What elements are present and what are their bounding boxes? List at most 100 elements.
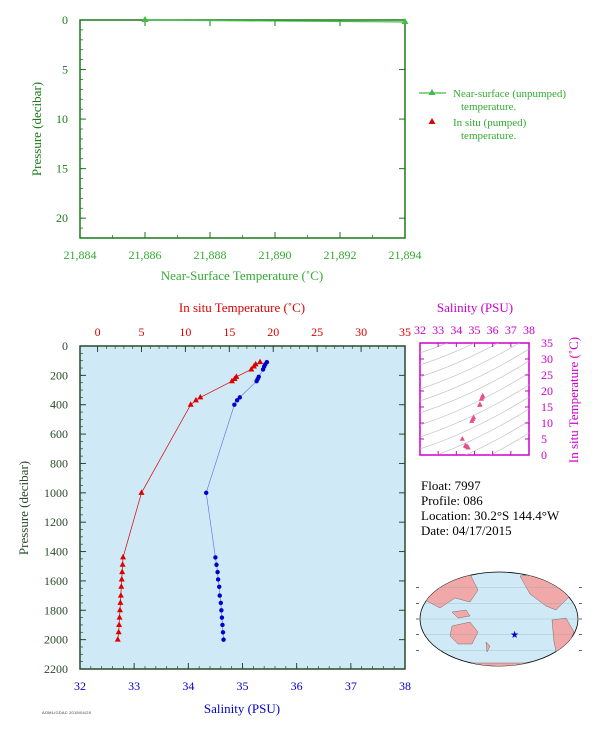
ts-y-tick-label: 20 xyxy=(541,384,553,398)
ts-plot-frame xyxy=(419,342,530,456)
density-contour xyxy=(420,343,449,354)
pressure-tick-label: 2000 xyxy=(44,633,68,647)
temperature-point xyxy=(120,553,127,560)
ts-point xyxy=(469,418,475,423)
ts-y-tick-label: 0 xyxy=(541,448,547,462)
profile-y-axis-label: Pressure (decibar) xyxy=(16,461,31,555)
temperature-point xyxy=(116,614,123,620)
pressure-tick-label: 200 xyxy=(50,368,68,382)
ts-x-tick-label: 34 xyxy=(450,323,462,337)
pressure-tick-label: 1000 xyxy=(44,486,68,500)
salinity-point xyxy=(254,379,259,384)
profile-panel: 0 5 10 15 20 25 30 35 32 33 34 35 36 37 38 0 200 400 600 80… xyxy=(16,300,411,716)
nearsurface-x-tick-label: 21,894 xyxy=(389,248,422,262)
density-contour xyxy=(420,372,529,426)
temperature-point xyxy=(116,606,123,613)
ts-point xyxy=(476,402,483,407)
salinity-point xyxy=(221,637,226,642)
nearsurface-y-tick-label: 15 xyxy=(56,162,68,176)
temperature-point xyxy=(115,628,122,635)
temperature-tick-label: 30 xyxy=(355,325,367,339)
temperature-tick-label: 25 xyxy=(311,325,323,339)
salinity-point xyxy=(260,367,266,372)
density-contour xyxy=(436,408,529,455)
pressure-tick-label: 600 xyxy=(50,427,68,441)
temperature-point xyxy=(119,568,126,575)
salinity-tick-label: 35 xyxy=(237,679,249,693)
nearsurface-x-tick-label: 21,886 xyxy=(129,248,162,262)
ts-x-axis-label: Salinity (PSU) xyxy=(437,300,513,315)
temperature-tick-label: 5 xyxy=(138,325,144,339)
nearsurface-y-axis-label: Pressure (decibar) xyxy=(29,82,44,176)
ts-y-axis-label: In situ Temperature (˚C) xyxy=(566,337,581,463)
temperature-point xyxy=(117,592,124,598)
salinity-point xyxy=(219,608,224,613)
temperature-point xyxy=(116,621,123,627)
pressure-tick-label: 1800 xyxy=(44,603,68,617)
salinity-point xyxy=(213,555,218,560)
ts-y-tick-label: 35 xyxy=(541,336,553,350)
salinity-tick-label: 36 xyxy=(291,679,303,693)
density-contour xyxy=(489,432,529,455)
float-id: Float: 7997 xyxy=(421,478,481,493)
pressure-tick-label: 1600 xyxy=(44,574,68,588)
float-location: Location: 30.2°S 144.4°W xyxy=(421,508,560,523)
temperature-tick-label: 35 xyxy=(399,325,411,339)
pressure-tick-label: 400 xyxy=(50,398,68,412)
footer-credit: AOML/GDAC 2015/04/20 xyxy=(42,710,92,715)
nearsurface-x-axis-label: Near-Surface Temperature (˚C) xyxy=(161,268,323,283)
float-location-marker: ★ xyxy=(510,630,519,641)
ts-y-tick-label: 25 xyxy=(541,368,553,382)
salinity-tick-label: 38 xyxy=(399,679,411,693)
temperature-point xyxy=(257,358,264,365)
nearsurface-y-tick-label: 5 xyxy=(62,63,68,77)
temperature-tick-label: 20 xyxy=(267,325,279,339)
pressure-tick-label: 800 xyxy=(50,456,68,470)
salinity-point xyxy=(234,398,240,403)
legend-pumped-line1: In situ (pumped) xyxy=(453,117,527,129)
salinity-point xyxy=(204,490,209,496)
pressure-tick-label: 1400 xyxy=(44,545,68,559)
salinity-tick-label: 33 xyxy=(128,679,140,693)
temperature-point xyxy=(118,583,125,589)
salinity-point xyxy=(217,584,222,589)
salinity-axis-label: Salinity (PSU) xyxy=(204,701,280,716)
temperature-point xyxy=(192,396,199,403)
nearsurface-y-tick-label: 10 xyxy=(56,112,68,126)
ts-y-tick-label: 15 xyxy=(541,400,553,414)
ts-y-tick-label: 10 xyxy=(541,416,553,430)
density-contour xyxy=(420,360,529,414)
temperature-tick-label: 0 xyxy=(95,325,101,339)
ts-y-tick-label: 30 xyxy=(541,352,553,366)
salinity-tick-label: 37 xyxy=(345,679,357,693)
ts-diagram: 32 33 34 35 36 37 38 0 5 10 15 20 25 30 35 Salinity (P… xyxy=(414,300,581,463)
nearsurface-panel: 21,884 21,886 21,888 21,890 21,892 21,894 0 5 10… xyxy=(29,13,566,283)
nearsurface-y-tick-label: 20 xyxy=(56,211,68,225)
temperature-point xyxy=(138,489,145,495)
ts-x-tick-label: 32 xyxy=(414,323,426,337)
temperature-point xyxy=(119,561,126,567)
density-contour xyxy=(420,343,499,378)
legend-pumped-line2: temperature. xyxy=(461,130,517,142)
unpumped-temperature-point xyxy=(141,16,149,22)
nearsurface-plot-frame xyxy=(79,19,406,239)
legend-pumped-marker xyxy=(428,118,436,124)
nearsurface-x-tick-label: 21,890 xyxy=(259,248,292,262)
ts-x-tick-label: 33 xyxy=(432,323,444,337)
ts-x-tick-label: 37 xyxy=(505,323,517,337)
temperature-point xyxy=(250,363,257,369)
temperature-point xyxy=(114,636,121,642)
legend-unpumped-line1: Near-surface (unpumped) xyxy=(453,88,566,100)
location-map: ★ xyxy=(416,571,582,667)
profile-plot-area xyxy=(79,345,406,670)
nearsurface-x-tick-label: 21,892 xyxy=(324,248,357,262)
nearsurface-x-tick-label: 21,888 xyxy=(194,248,227,262)
legend-unpumped-marker xyxy=(428,89,436,95)
salinity-tick-label: 34 xyxy=(182,679,194,693)
salinity-point xyxy=(217,593,222,598)
salinity-point xyxy=(218,600,224,606)
ts-x-tick-label: 35 xyxy=(469,323,481,337)
temperature-point xyxy=(117,599,124,605)
ts-point xyxy=(478,396,485,401)
ts-point xyxy=(459,436,465,441)
